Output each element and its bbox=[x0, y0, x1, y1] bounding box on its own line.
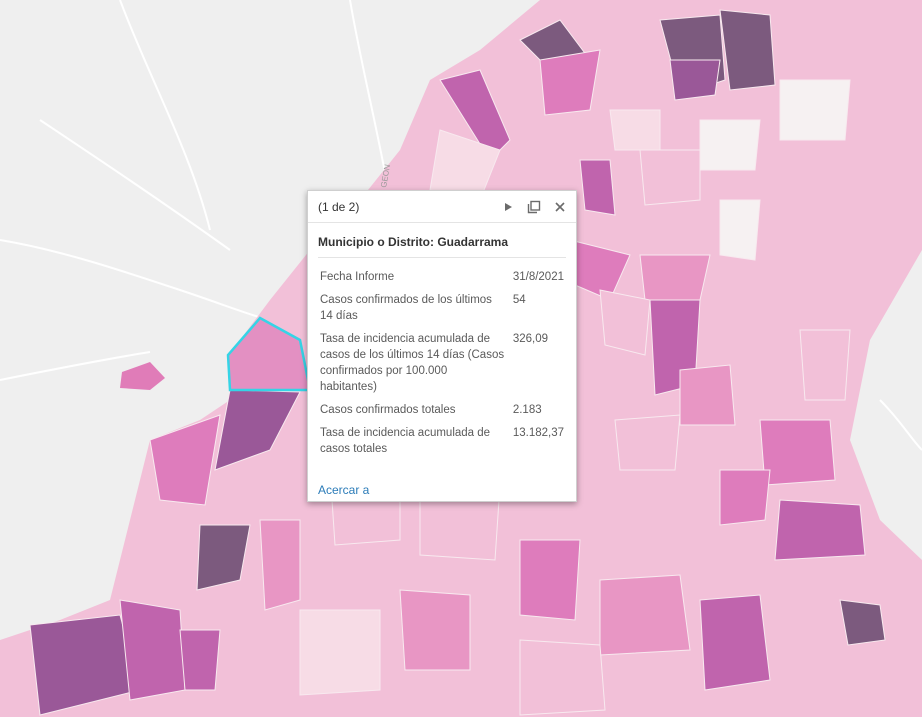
exclave-region[interactable] bbox=[120, 362, 165, 390]
attribute-row: Tasa de incidencia acumulada de casos to… bbox=[318, 422, 566, 461]
popup-pager: (1 de 2) bbox=[318, 199, 360, 214]
attribute-value: 326,09 bbox=[512, 333, 549, 345]
municipality-polygon[interactable] bbox=[719, 469, 771, 526]
attribute-row: Fecha Informe 31/8/2021 bbox=[318, 266, 566, 289]
attribute-label: Tasa de incidencia acumulada de casos de… bbox=[320, 333, 505, 393]
municipality-polygon[interactable] bbox=[679, 364, 736, 426]
municipality-polygon[interactable] bbox=[214, 389, 301, 471]
municipality-polygon[interactable] bbox=[149, 414, 221, 506]
municipality-polygon[interactable] bbox=[579, 159, 616, 216]
attribute-value: 13.182,37 bbox=[512, 427, 564, 439]
play-icon[interactable] bbox=[500, 199, 516, 215]
road-label: GEON bbox=[379, 163, 392, 188]
attribute-value: 31/8/2021 bbox=[512, 271, 564, 283]
selected-municipality[interactable] bbox=[226, 316, 312, 392]
attribute-row: Tasa de incidencia acumulada de casos de… bbox=[318, 328, 566, 399]
popup-header: (1 de 2) bbox=[308, 191, 576, 223]
feature-popup: (1 de 2) Municipio o Distrito: Guadarram… bbox=[307, 190, 577, 502]
attribute-row: Casos confirmados de los últimos 14 días… bbox=[318, 289, 566, 328]
municipality-polygon[interactable] bbox=[599, 289, 651, 356]
municipality-polygon[interactable] bbox=[699, 594, 771, 691]
municipality-polygon[interactable] bbox=[399, 589, 471, 671]
municipality-polygon[interactable] bbox=[539, 49, 601, 116]
attribute-row: Casos confirmados totales 2.183 bbox=[318, 399, 566, 422]
municipality-polygon[interactable] bbox=[519, 639, 606, 716]
municipality-polygon[interactable] bbox=[196, 524, 251, 591]
municipality-polygon[interactable] bbox=[179, 629, 221, 691]
municipality-polygon[interactable] bbox=[699, 119, 761, 171]
municipality-polygon[interactable] bbox=[609, 109, 661, 151]
attribute-label: Casos confirmados totales bbox=[320, 404, 456, 416]
municipality-polygons[interactable] bbox=[29, 9, 886, 716]
attribute-label: Fecha Informe bbox=[320, 271, 395, 283]
municipality-polygon[interactable] bbox=[119, 599, 186, 701]
popup-body: Municipio o Distrito: Guadarrama Fecha I… bbox=[308, 223, 576, 461]
municipality-polygon[interactable] bbox=[639, 149, 701, 206]
popup-title: Municipio o Distrito: Guadarrama bbox=[318, 235, 566, 258]
municipality-polygon[interactable] bbox=[779, 79, 851, 141]
municipality-polygon[interactable] bbox=[669, 59, 721, 101]
municipality-polygon[interactable] bbox=[719, 199, 761, 261]
municipality-polygon[interactable] bbox=[599, 574, 691, 656]
zoom-to-link[interactable]: Acercar a bbox=[318, 483, 370, 497]
attribute-value: 54 bbox=[512, 294, 526, 306]
municipality-polygon[interactable] bbox=[519, 539, 581, 621]
municipality-polygon[interactable] bbox=[439, 69, 511, 161]
municipality-polygon[interactable] bbox=[799, 329, 851, 401]
municipality-polygon[interactable] bbox=[614, 414, 681, 471]
attribute-label: Tasa de incidencia acumulada de casos to… bbox=[320, 427, 491, 455]
municipality-polygon[interactable] bbox=[639, 254, 711, 301]
close-icon[interactable] bbox=[552, 199, 568, 215]
municipality-polygon[interactable] bbox=[299, 609, 381, 696]
municipality-polygon[interactable] bbox=[759, 419, 836, 486]
dock-icon[interactable] bbox=[526, 199, 542, 215]
attribute-label: Casos confirmados de los últimos 14 días bbox=[320, 294, 492, 322]
municipality-polygon[interactable] bbox=[839, 599, 886, 646]
municipality-polygon[interactable] bbox=[259, 519, 301, 611]
municipality-polygon[interactable] bbox=[719, 9, 776, 91]
attribute-value: 2.183 bbox=[512, 404, 542, 416]
attribute-table: Fecha Informe 31/8/2021 Casos confirmados … bbox=[318, 266, 566, 461]
municipality-polygon[interactable] bbox=[774, 499, 866, 561]
